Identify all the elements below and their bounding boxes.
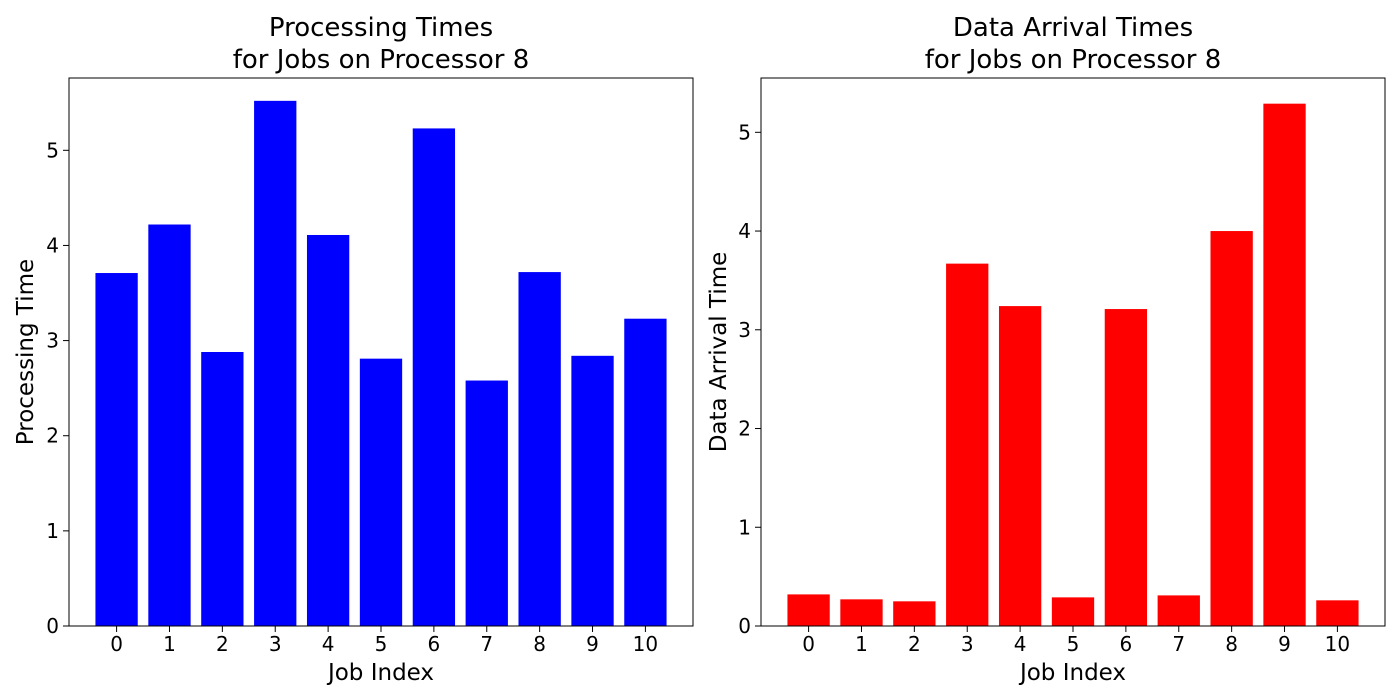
x-ticks: 0 1 2 3 4 5 6 7 8 9 10: [110, 626, 658, 656]
bar-2: [201, 352, 244, 626]
x-tick-label: 6: [1120, 632, 1133, 656]
plot-frame: [760, 77, 1386, 627]
chart-title-line2: for Jobs on Processor 8: [233, 45, 530, 75]
bar-5: [359, 358, 403, 626]
bar-3: [254, 100, 297, 626]
y-ticks: 0 1 2 3 4 5: [46, 138, 69, 638]
y-tick-label: 5: [46, 138, 59, 162]
y-tick-label: 1: [46, 519, 59, 543]
chart-title-line1: Processing Times: [269, 13, 493, 43]
bar-1: [840, 599, 883, 626]
bar-6: [412, 128, 456, 627]
bar-5: [1051, 597, 1095, 626]
bar-8: [518, 272, 561, 626]
bar-2: [893, 601, 936, 626]
bar-9: [571, 355, 614, 626]
x-tick-label: 6: [428, 632, 441, 656]
bar-6: [1104, 309, 1148, 626]
bar-9: [1263, 103, 1306, 627]
bar-group: [95, 100, 667, 627]
plot-frame: [68, 77, 694, 627]
bar-4: [306, 234, 350, 627]
x-tick-label: 4: [322, 632, 335, 656]
bar-7: [1157, 595, 1200, 626]
x-axis-label: Job Index: [1018, 660, 1126, 686]
y-tick-label: 5: [738, 120, 751, 144]
x-axis-label: Job Index: [326, 660, 434, 686]
y-axis-label: Data Arrival Time: [706, 252, 732, 453]
bar-7: [465, 380, 508, 626]
y-tick-label: 1: [738, 515, 751, 539]
bar-3: [946, 263, 989, 626]
y-tick-label: 4: [46, 233, 59, 257]
bar-0: [787, 594, 830, 626]
bar-4: [998, 306, 1042, 626]
x-tick-label: 2: [908, 632, 921, 656]
x-tick-label: 0: [802, 632, 815, 656]
y-axis-label: Processing Time: [13, 259, 39, 445]
bar-10: [624, 318, 667, 626]
x-tick-label: 1: [163, 632, 176, 656]
x-tick-label: 7: [480, 632, 493, 656]
x-tick-label: 9: [1278, 632, 1291, 656]
x-tick-label: 5: [375, 632, 388, 656]
y-tick-label: 3: [46, 329, 59, 353]
x-tick-label: 8: [1225, 632, 1238, 656]
x-ticks: 0 1 2 3 4 5 6 7 8 9 10: [802, 626, 1350, 656]
processing-times-chart: Processing Times for Jobs on Processor 8…: [13, 13, 694, 686]
bar-1: [148, 224, 191, 626]
chart-title-line1: Data Arrival Times: [953, 13, 1193, 43]
x-tick-label: 3: [269, 632, 282, 656]
x-tick-label: 9: [586, 632, 599, 656]
x-tick-label: 5: [1067, 632, 1080, 656]
x-tick-label: 7: [1172, 632, 1185, 656]
x-tick-label: 3: [961, 632, 974, 656]
x-tick-label: 10: [1325, 632, 1350, 656]
x-tick-label: 4: [1014, 632, 1027, 656]
bar-group: [787, 103, 1359, 627]
y-ticks: 0 1 2 3 4 5: [738, 120, 761, 638]
bar-10: [1316, 600, 1359, 626]
bar-0: [95, 273, 138, 626]
y-tick-label: 0: [46, 614, 59, 638]
y-tick-label: 2: [738, 417, 751, 441]
bar-8: [1210, 231, 1253, 627]
data-arrival-times-chart: Data Arrival Times for Jobs on Processor…: [706, 13, 1386, 686]
y-tick-label: 2: [46, 424, 59, 448]
y-tick-label: 4: [738, 219, 751, 243]
x-tick-label: 2: [216, 632, 229, 656]
x-tick-label: 8: [533, 632, 546, 656]
y-tick-label: 0: [738, 614, 751, 638]
chart-title-line2: for Jobs on Processor 8: [925, 45, 1222, 75]
x-tick-label: 0: [110, 632, 123, 656]
x-tick-label: 10: [633, 632, 658, 656]
x-tick-label: 1: [855, 632, 868, 656]
y-tick-label: 3: [738, 318, 751, 342]
